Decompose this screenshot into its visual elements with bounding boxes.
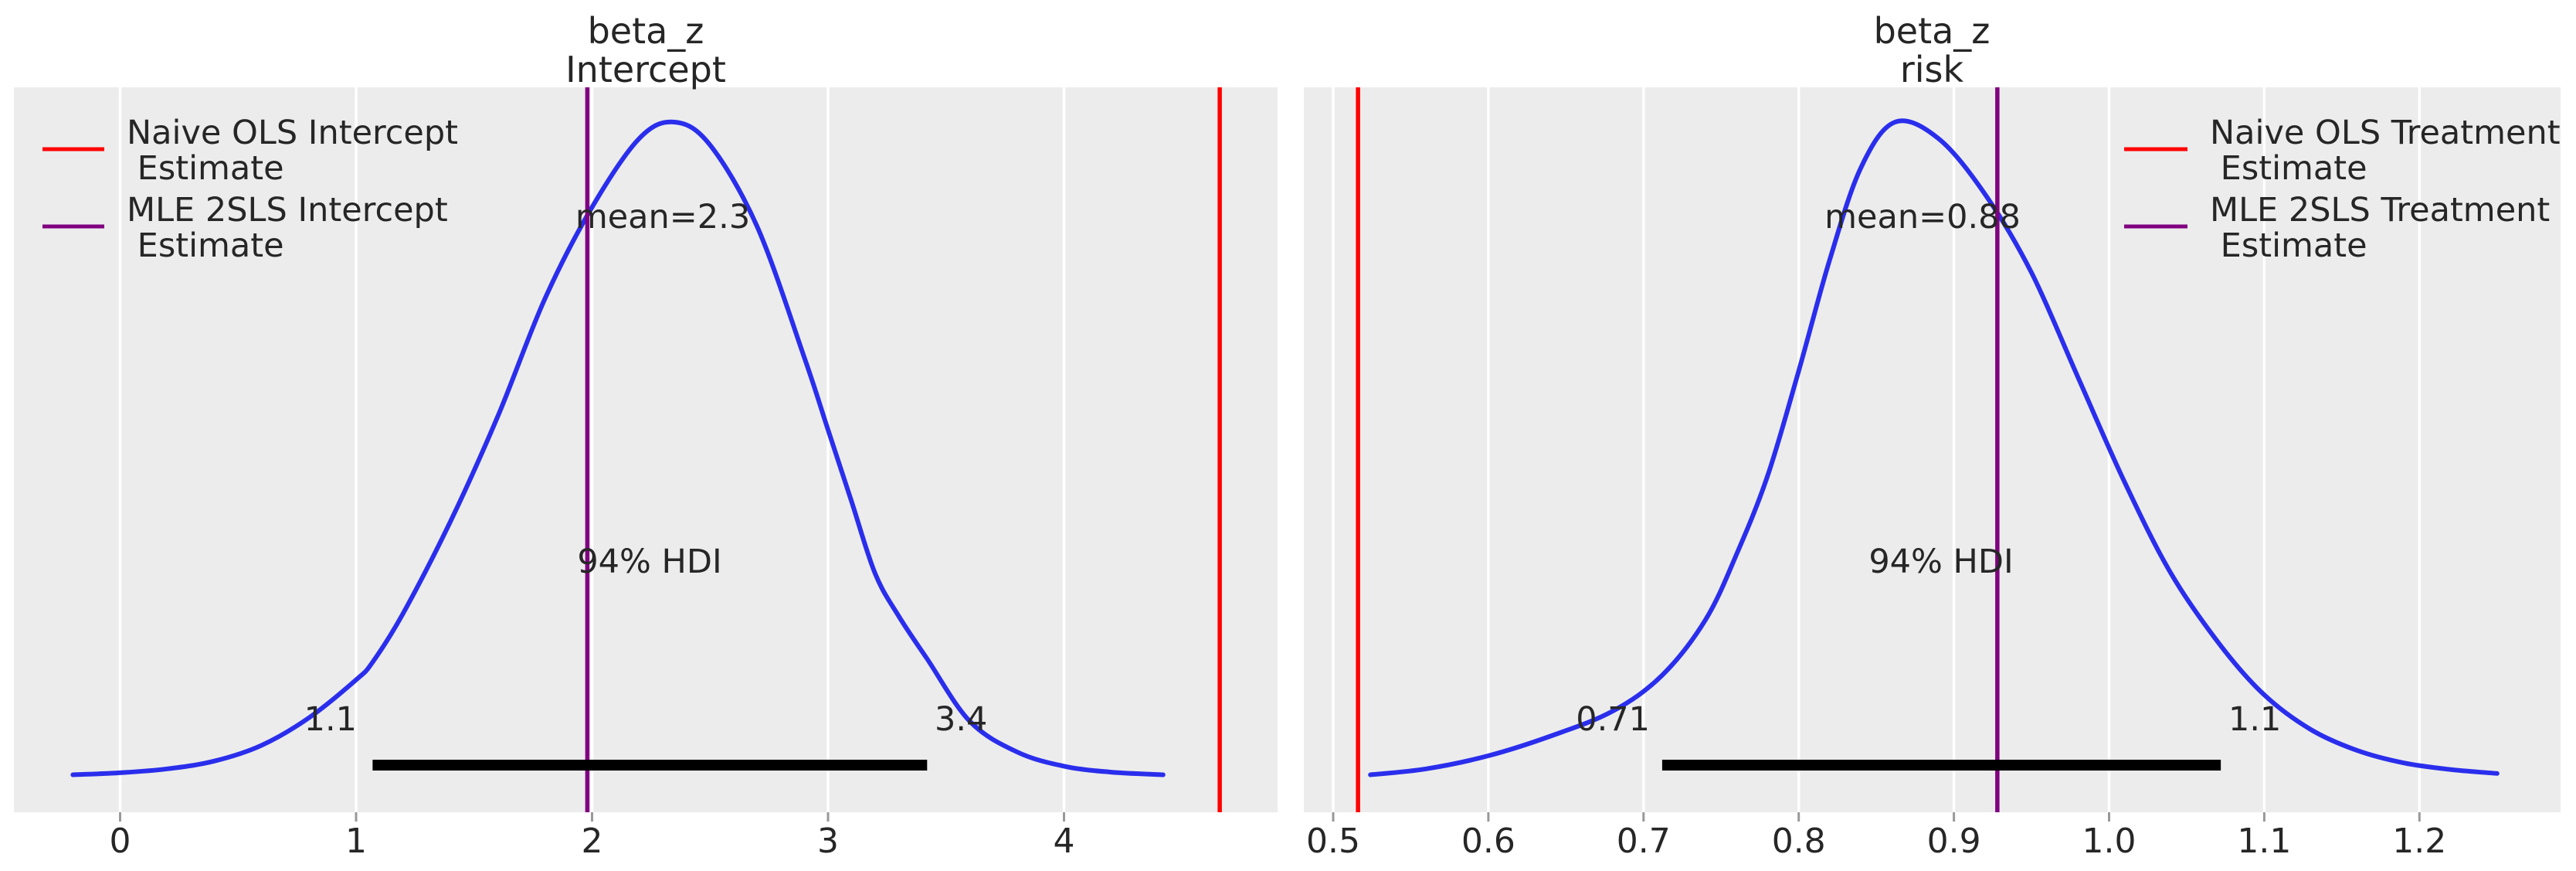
- x-axis-ticks: [119, 812, 1065, 822]
- x-tick-label: 0.7: [1617, 822, 1671, 861]
- x-tick-label: 3: [817, 822, 839, 861]
- legend-mle-2sls-label-line2: Estimate: [2210, 226, 2367, 265]
- x-tick-label: 0.6: [1461, 822, 1515, 861]
- hdi-upper-label: 1.1: [2228, 700, 2281, 739]
- x-tick-label: 1.1: [2237, 822, 2291, 861]
- hdi-upper-label: 3.4: [935, 700, 987, 739]
- legend-mle-2sls-label-line2: Estimate: [127, 226, 284, 265]
- panel-title-coord: Intercept: [565, 49, 726, 90]
- kde-curve: [1368, 118, 2500, 777]
- x-tick-label: 0.5: [1306, 822, 1360, 861]
- legend-mle-2sls-label-line1: MLE 2SLS Treatment: [2210, 191, 2550, 230]
- legend-naive-ols-label-line1: Naive OLS Intercept: [127, 114, 458, 152]
- x-tick-label: 0: [110, 822, 131, 861]
- x-tick-label: 1: [345, 822, 367, 861]
- hdi-text: 94% HDI: [1868, 543, 2013, 581]
- panel-beta-z-intercept: 0 1 2 3 4 mean=2.3 94% HDI 1.1 3.4 beta_z In…: [14, 10, 1278, 861]
- legend-mle-2sls-label-line1: MLE 2SLS Intercept: [127, 191, 448, 230]
- x-tick-label: 0.9: [1927, 822, 1981, 861]
- hdi-lower-label: 1.1: [304, 700, 357, 739]
- x-tick-label: 4: [1054, 822, 1075, 861]
- x-tick-label: 2: [582, 822, 603, 861]
- panel-title-coord: risk: [1900, 49, 1964, 90]
- mean-label: mean=0.88: [1824, 198, 2021, 236]
- x-tick-label: 1.0: [2082, 822, 2136, 861]
- hdi-lower-label: 0.71: [1576, 700, 1650, 739]
- panel-title-var: beta_z: [1874, 10, 1991, 52]
- legend: Naive OLS Treatment Estimate MLE 2SLS Tr…: [2124, 114, 2561, 265]
- kde-curve: [70, 119, 1166, 777]
- hdi-text: 94% HDI: [577, 543, 721, 581]
- panel-title-var: beta_z: [588, 10, 704, 52]
- panel-beta-z-risk: 0.5 0.6 0.7 0.8 0.9 1.0 1.1 1.2 mean=0.88 94% H…: [1304, 10, 2561, 861]
- x-tick-label: 0.8: [1772, 822, 1826, 861]
- x-axis-ticks: [1332, 812, 2421, 822]
- x-tick-label: 1.2: [2392, 822, 2446, 861]
- plot-background: [14, 87, 1278, 812]
- legend-naive-ols-label-line2: Estimate: [127, 149, 284, 188]
- plot-background: [1304, 87, 2561, 812]
- legend-naive-ols-label-line2: Estimate: [2210, 149, 2367, 188]
- x-axis-tick-labels: 0.5 0.6 0.7 0.8 0.9 1.0 1.1 1.2: [1306, 822, 2446, 861]
- x-axis-tick-labels: 0 1 2 3 4: [110, 822, 1075, 861]
- mean-label: mean=2.3: [575, 198, 750, 236]
- legend: Naive OLS Intercept Estimate MLE 2SLS In…: [42, 114, 458, 265]
- legend-naive-ols-label-line1: Naive OLS Treatment: [2210, 114, 2561, 152]
